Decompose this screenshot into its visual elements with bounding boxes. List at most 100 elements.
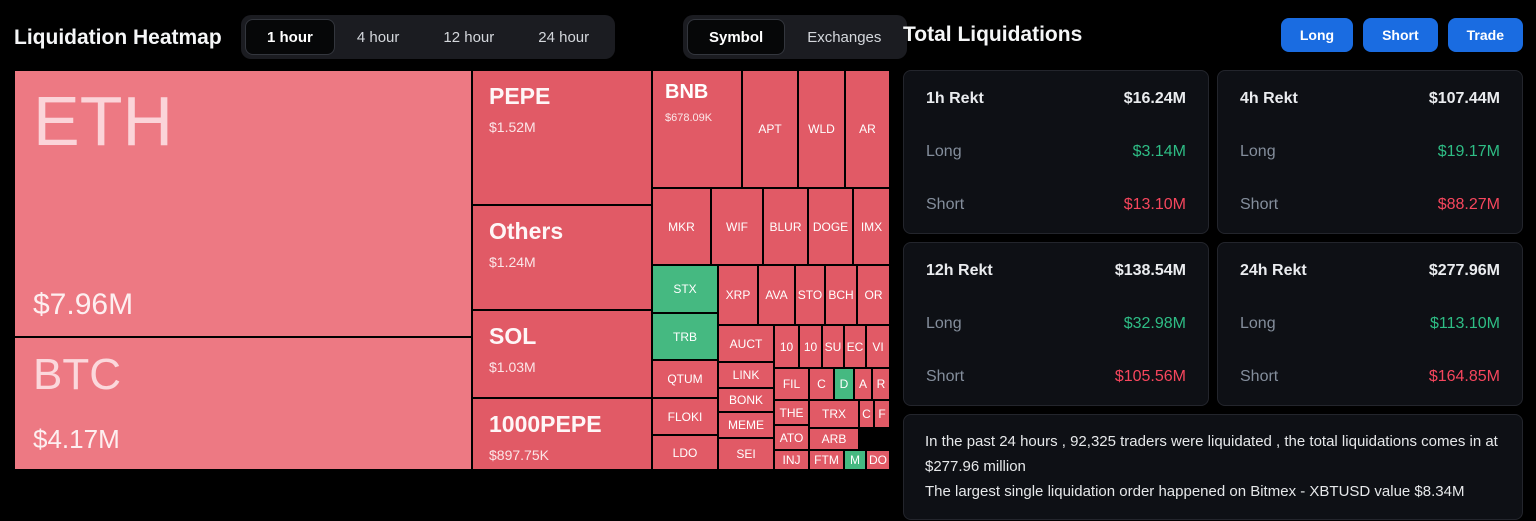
treemap-cell-fil[interactable]: FIL bbox=[774, 368, 809, 400]
treemap-cell-label: TRX bbox=[822, 407, 846, 421]
treemap-cell-ftm[interactable]: FTM bbox=[809, 450, 844, 470]
time-tab-4-hour[interactable]: 4 hour bbox=[356, 28, 400, 46]
long-value: $113.10M bbox=[1430, 315, 1500, 332]
treemap-cell-eth[interactable]: ETH $7.96M bbox=[14, 70, 472, 337]
treemap-cell-10[interactable]: 10 bbox=[774, 325, 799, 368]
treemap-cell-bonk[interactable]: BONK bbox=[718, 388, 774, 412]
short-label: Short bbox=[926, 368, 965, 385]
short-value: $88.27M bbox=[1437, 196, 1500, 213]
treemap-cell-sei[interactable]: SEI bbox=[718, 438, 774, 470]
treemap-cell-bch[interactable]: BCH bbox=[825, 265, 857, 325]
treemap-cell-link[interactable]: LINK bbox=[718, 362, 774, 388]
treemap-cell-label: M bbox=[850, 453, 860, 467]
treemap-cell-imx[interactable]: IMX bbox=[853, 188, 890, 265]
treemap-cell-label: BLUR bbox=[769, 219, 802, 234]
total-liquidations-title: Total Liquidations bbox=[903, 23, 1083, 46]
treemap-cell-inj[interactable]: INJ bbox=[774, 450, 809, 470]
view-tab-symbol[interactable]: Symbol bbox=[687, 19, 786, 55]
treemap-cell-others[interactable]: Others $1.24M bbox=[472, 205, 652, 310]
treemap-cell-label: DO bbox=[869, 453, 887, 467]
treemap-cell-label: 10 bbox=[803, 339, 818, 354]
treemap-cell-1000pepe[interactable]: 1000PEPE $897.75K bbox=[472, 398, 652, 470]
treemap-cell-label: FLOKI bbox=[667, 409, 703, 424]
treemap-cell-the[interactable]: THE bbox=[774, 400, 809, 425]
rekt-total: $16.24M bbox=[1123, 90, 1186, 107]
treemap-cell-xrp[interactable]: XRP bbox=[718, 265, 758, 325]
rekt-card-4h: 4h Rekt $107.44M Long $19.17M Short $88.… bbox=[1217, 70, 1523, 234]
treemap-cell-label: TRB bbox=[673, 329, 697, 344]
treemap-cell-auct[interactable]: AUCT bbox=[718, 325, 774, 362]
treemap-cell-bnb[interactable]: BNB $678.09K bbox=[652, 70, 742, 188]
treemap-cell-ec[interactable]: EC bbox=[844, 325, 866, 368]
treemap-cell-ar[interactable]: AR bbox=[845, 70, 890, 188]
treemap-cell-arb[interactable]: ARB bbox=[809, 428, 859, 450]
summary-card: In the past 24 hours , 92,325 traders we… bbox=[903, 414, 1523, 521]
treemap-cell-label: VI bbox=[872, 339, 884, 354]
rekt-period: 12h Rekt bbox=[926, 262, 993, 279]
action-buttons: Long Short Trade bbox=[1280, 18, 1523, 52]
time-tab-1-hour[interactable]: 1 hour bbox=[245, 19, 335, 55]
treemap-cell-label: BNB bbox=[665, 81, 709, 103]
treemap-cell-wld[interactable]: WLD bbox=[798, 70, 845, 188]
treemap-cell-doge[interactable]: DOGE bbox=[808, 188, 853, 265]
treemap-cell-do[interactable]: DO bbox=[866, 450, 890, 470]
treemap-cell-sol[interactable]: SOL $1.03M bbox=[472, 310, 652, 398]
view-tab-exchanges[interactable]: Exchanges bbox=[807, 28, 882, 46]
time-range-toggle: 1 hour 4 hour 12 hour 24 hour bbox=[241, 15, 616, 59]
treemap-cell-pepe[interactable]: PEPE $1.52M bbox=[472, 70, 652, 205]
treemap-cell-label: D bbox=[839, 377, 849, 391]
treemap-cell-trb[interactable]: TRB bbox=[652, 313, 718, 360]
treemap-cell-label: AVA bbox=[765, 288, 788, 302]
treemap-cell-stx[interactable]: STX bbox=[652, 265, 718, 313]
treemap-cell-wif[interactable]: WIF bbox=[711, 188, 763, 265]
treemap-cell-label: A bbox=[858, 377, 867, 391]
treemap-cell-value: $1.52M bbox=[489, 119, 536, 135]
rekt-period: 4h Rekt bbox=[1240, 90, 1298, 107]
treemap-cell-label: QTUM bbox=[667, 372, 703, 386]
treemap-cell-ldo[interactable]: LDO bbox=[652, 435, 718, 470]
rekt-cards-grid: 1h Rekt $16.24M Long $3.14M Short $13.10… bbox=[903, 70, 1523, 406]
time-tab-24-hour[interactable]: 24 hour bbox=[538, 28, 590, 46]
treemap-cell-blur[interactable]: BLUR bbox=[763, 188, 808, 265]
treemap-cell-btc[interactable]: BTC $4.17M bbox=[14, 337, 472, 470]
summary-line-2: The largest single liquidation order hap… bbox=[925, 482, 1465, 500]
short-value: $13.10M bbox=[1123, 196, 1186, 213]
short-value: $164.85M bbox=[1428, 368, 1500, 385]
trade-button[interactable]: Trade bbox=[1447, 18, 1523, 52]
time-tab-12-hour[interactable]: 12 hour bbox=[443, 28, 495, 46]
long-label: Long bbox=[1240, 143, 1276, 160]
treemap-cell-meme[interactable]: MEME bbox=[718, 412, 774, 438]
treemap-cell-ava[interactable]: AVA bbox=[758, 265, 795, 325]
long-button[interactable]: Long bbox=[1280, 18, 1354, 52]
total-liquidations-panel: Total Liquidations Long Short Trade 1h R… bbox=[903, 0, 1523, 521]
treemap-cell-trx[interactable]: TRX bbox=[809, 400, 859, 428]
treemap-cell-10[interactable]: 10 bbox=[799, 325, 822, 368]
treemap-cell-m[interactable]: M bbox=[844, 450, 866, 470]
treemap-cell-floki[interactable]: FLOKI bbox=[652, 398, 718, 435]
view-mode-toggle: Symbol Exchanges bbox=[683, 15, 908, 59]
treemap-cell-qtum[interactable]: QTUM bbox=[652, 360, 718, 398]
treemap-cell-label: ATO bbox=[779, 430, 804, 445]
treemap-cell-label: AUCT bbox=[729, 336, 763, 351]
treemap-cell-vi[interactable]: VI bbox=[866, 325, 890, 368]
treemap-cell-or[interactable]: OR bbox=[857, 265, 890, 325]
treemap-cell-label: DOGE bbox=[812, 219, 849, 234]
page-title: Liquidation Heatmap bbox=[14, 26, 222, 49]
treemap-cell-apt[interactable]: APT bbox=[742, 70, 798, 188]
treemap-cell-label: THE bbox=[779, 405, 804, 420]
treemap-cell-mkr[interactable]: MKR bbox=[652, 188, 711, 265]
treemap-cell-ato[interactable]: ATO bbox=[774, 425, 809, 450]
treemap-cell-r[interactable]: R bbox=[872, 368, 890, 400]
treemap-cell-c[interactable]: C bbox=[809, 368, 834, 400]
short-button[interactable]: Short bbox=[1363, 18, 1438, 52]
liquidation-treemap: ETH $7.96M BTC $4.17M PEPE $1.52M Others $1.24M… bbox=[14, 70, 890, 470]
treemap-cell-c[interactable]: C bbox=[859, 400, 874, 428]
treemap-cell-sto[interactable]: STO bbox=[795, 265, 825, 325]
treemap-cell-d[interactable]: D bbox=[834, 368, 854, 400]
treemap-cell-label: AR bbox=[859, 122, 876, 136]
treemap-cell-f[interactable]: F bbox=[874, 400, 890, 428]
treemap-cell-label: R bbox=[876, 377, 886, 391]
treemap-cell-label: LINK bbox=[732, 368, 760, 382]
treemap-cell-su[interactable]: SU bbox=[822, 325, 844, 368]
treemap-cell-a[interactable]: A bbox=[854, 368, 872, 400]
